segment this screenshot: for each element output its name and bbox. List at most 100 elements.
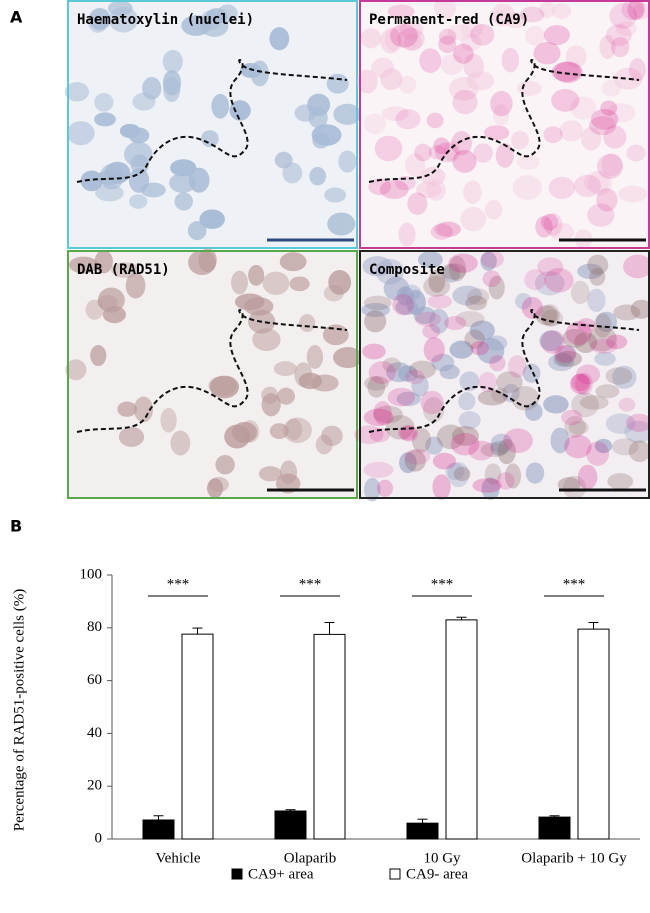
cell bbox=[573, 174, 602, 198]
cell bbox=[398, 222, 416, 247]
cell bbox=[382, 357, 401, 373]
cell bbox=[368, 178, 392, 196]
cell bbox=[452, 285, 483, 306]
cell bbox=[488, 275, 505, 300]
cell bbox=[453, 466, 471, 482]
cell bbox=[478, 371, 497, 393]
cell bbox=[438, 35, 457, 54]
cell bbox=[94, 250, 113, 274]
cell bbox=[571, 373, 590, 392]
y-tick-label: 60 bbox=[87, 672, 102, 688]
cell bbox=[522, 363, 541, 383]
cell bbox=[534, 271, 565, 296]
cell bbox=[420, 166, 446, 186]
cell bbox=[118, 426, 145, 447]
cell bbox=[624, 420, 650, 444]
cell bbox=[516, 80, 542, 96]
cell bbox=[515, 292, 532, 310]
cell bbox=[565, 321, 592, 346]
cell bbox=[312, 132, 330, 149]
region-boundary bbox=[76, 309, 348, 433]
cell bbox=[484, 463, 502, 485]
cell bbox=[484, 199, 503, 220]
cell bbox=[571, 280, 590, 305]
cell bbox=[551, 89, 580, 112]
cell bbox=[124, 141, 153, 168]
cell bbox=[480, 251, 497, 271]
cell bbox=[505, 463, 522, 489]
cell bbox=[543, 395, 569, 414]
cell bbox=[282, 162, 303, 184]
cell bbox=[476, 337, 505, 364]
cell bbox=[605, 413, 636, 434]
bar bbox=[142, 819, 175, 840]
cell bbox=[324, 187, 347, 203]
cell bbox=[425, 436, 443, 455]
cell bbox=[524, 402, 543, 421]
cell bbox=[516, 154, 540, 170]
cell bbox=[497, 438, 516, 465]
cell bbox=[209, 375, 240, 399]
cell bbox=[403, 33, 422, 52]
cell bbox=[357, 69, 378, 94]
y-tick-label: 0 bbox=[95, 830, 103, 846]
cell bbox=[414, 143, 432, 162]
cell bbox=[64, 82, 90, 102]
cell bbox=[449, 340, 474, 359]
cell bbox=[443, 264, 461, 283]
bar-chart: 0 20 40 60 80 100 Vehicle *** Olaparib *** 10 Gy **… bbox=[80, 566, 640, 882]
cell bbox=[605, 334, 628, 350]
cell bbox=[491, 3, 516, 27]
cell bbox=[601, 153, 623, 177]
cell bbox=[94, 112, 116, 127]
cell bbox=[561, 409, 583, 426]
cell bbox=[269, 423, 289, 439]
cell bbox=[525, 25, 545, 46]
legend-swatch bbox=[389, 868, 401, 880]
cell bbox=[553, 61, 583, 84]
significance-label: *** bbox=[299, 576, 322, 592]
cell bbox=[426, 112, 444, 129]
cell bbox=[495, 142, 514, 168]
bar bbox=[577, 628, 610, 840]
cell bbox=[125, 272, 146, 299]
cell bbox=[289, 276, 310, 292]
cell bbox=[428, 269, 446, 293]
cell bbox=[279, 460, 298, 485]
cell bbox=[452, 89, 478, 115]
cell bbox=[411, 374, 429, 397]
cell bbox=[445, 462, 465, 481]
cell bbox=[434, 221, 461, 237]
cell bbox=[587, 288, 606, 312]
bar bbox=[313, 633, 346, 840]
cell bbox=[433, 0, 457, 20]
region-boundary bbox=[368, 309, 640, 433]
cell bbox=[415, 181, 442, 198]
bar bbox=[181, 633, 214, 840]
cell bbox=[380, 68, 403, 91]
cell bbox=[419, 48, 442, 73]
cell bbox=[470, 340, 489, 356]
cell bbox=[448, 76, 479, 101]
region-boundary bbox=[368, 59, 640, 183]
cell bbox=[211, 93, 230, 119]
cell bbox=[450, 432, 480, 456]
cell bbox=[551, 3, 572, 19]
cell bbox=[187, 221, 207, 241]
cell bbox=[537, 257, 564, 277]
cell bbox=[543, 213, 563, 237]
cell bbox=[612, 365, 637, 389]
image-bg bbox=[67, 0, 358, 249]
cell bbox=[549, 223, 575, 242]
cell bbox=[451, 130, 473, 156]
cell bbox=[327, 212, 356, 236]
cell bbox=[590, 108, 619, 130]
cell bbox=[328, 270, 352, 295]
cell bbox=[496, 472, 515, 490]
cell bbox=[90, 345, 107, 367]
cell bbox=[596, 188, 618, 212]
x-tick-label: 10 Gy bbox=[423, 850, 461, 866]
bar bbox=[538, 816, 571, 840]
cell bbox=[333, 103, 362, 125]
cell bbox=[447, 24, 474, 41]
